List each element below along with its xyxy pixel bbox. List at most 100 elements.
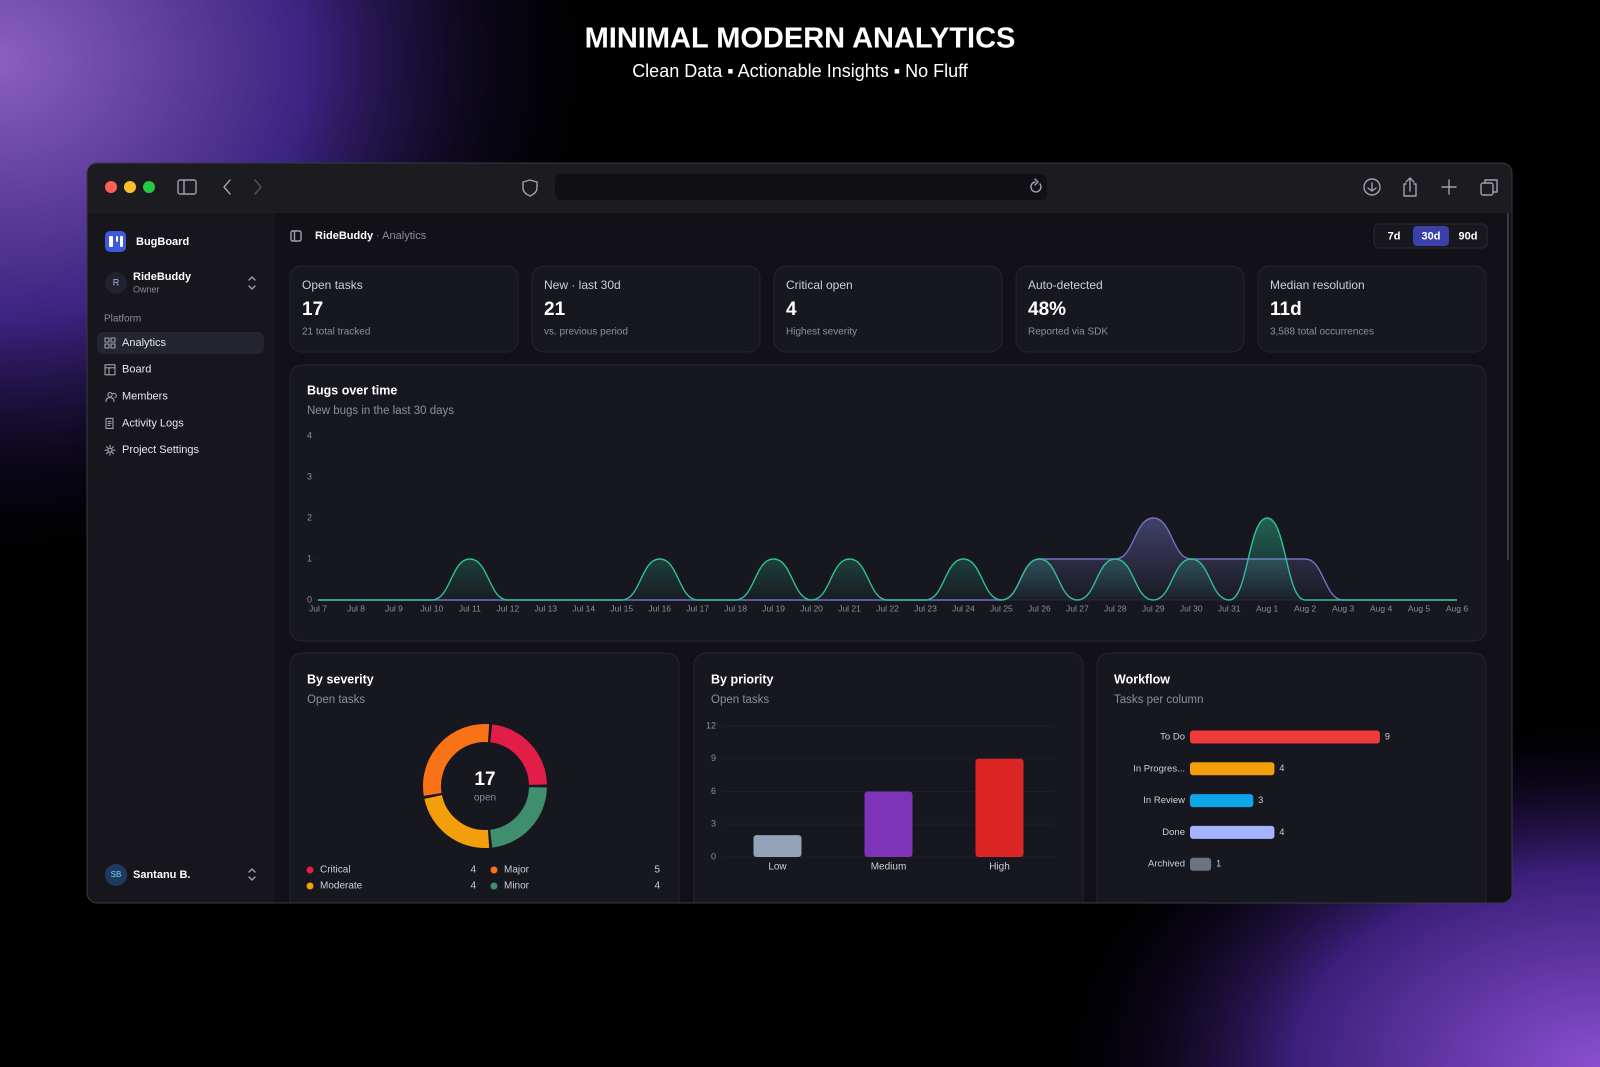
chart-title: Bugs over time	[307, 383, 397, 397]
kpi-card	[289, 265, 519, 353]
nav-item[interactable]: Members	[122, 391, 168, 403]
x-tick-label: Jul 27	[1066, 603, 1089, 613]
legend-swatch	[306, 866, 314, 874]
project-initial: R	[113, 277, 120, 287]
logo-mark	[109, 236, 113, 247]
tabs-button[interactable]	[1480, 179, 1498, 196]
bar	[1190, 825, 1275, 839]
address-bar[interactable]	[555, 174, 1047, 200]
x-tick-label: Jul 8	[347, 603, 365, 613]
nav-item[interactable]: Analytics	[122, 337, 167, 349]
chart-subtitle: Open tasks	[307, 694, 365, 706]
donut-segment	[423, 724, 490, 796]
project-avatar[interactable]	[105, 272, 127, 294]
legend-label: Major	[504, 865, 530, 876]
minimize-button[interactable]	[124, 181, 136, 193]
legend-value: 5	[654, 865, 660, 876]
range-button[interactable]: 30d	[1422, 230, 1441, 242]
x-tick-label: Aug 1	[1256, 603, 1278, 613]
bar	[1190, 762, 1275, 776]
kpi-label: Open tasks	[302, 278, 363, 292]
content: Analytics Board Members Activity Logs Projec…	[97, 226, 1487, 903]
nav-item[interactable]: Board	[122, 364, 151, 376]
y-tick-label: 0	[307, 594, 312, 604]
kpi-note: 3,588 total occurrences	[1270, 327, 1374, 338]
legend-label: Moderate	[320, 881, 363, 892]
sidebar-toggle[interactable]	[177, 179, 197, 195]
kpi-label: Auto-detected	[1028, 278, 1103, 292]
y-tick-label: 3	[307, 471, 312, 481]
chart-subtitle: New bugs in the last 30 days	[307, 405, 454, 417]
y-tick-label: 12	[706, 720, 716, 730]
range-button[interactable]: 7d	[1388, 230, 1401, 242]
range-button[interactable]: 90d	[1459, 230, 1478, 242]
zoom-button[interactable]	[143, 181, 155, 193]
kpi-note: Highest severity	[786, 327, 857, 338]
chart-subtitle: Open tasks	[711, 694, 769, 706]
kpi-value: 48%	[1028, 299, 1066, 320]
kpi-card	[1257, 265, 1487, 353]
kpi-note: 21 total tracked	[302, 327, 370, 338]
nav-item[interactable]: Project Settings	[122, 444, 200, 456]
download-button[interactable]	[1363, 178, 1381, 196]
x-tick-label: Jul 10	[421, 603, 444, 613]
kpi-card	[1015, 265, 1245, 353]
user-menu[interactable]	[248, 868, 256, 881]
kpi-value: 21	[544, 299, 566, 320]
chart-title: Workflow	[1114, 672, 1170, 686]
category-label: Done	[1162, 827, 1185, 838]
forward-button[interactable]	[254, 179, 262, 195]
category-label: To Do	[1160, 732, 1185, 743]
kpi-note: Reported via SDK	[1028, 327, 1108, 338]
x-tick-label: Medium	[871, 862, 907, 873]
x-tick-label: Jul 26	[1028, 603, 1051, 613]
x-tick-label: Aug 6	[1446, 603, 1468, 613]
user-avatar[interactable]	[105, 864, 127, 886]
back-button[interactable]	[223, 179, 231, 195]
value-label: 4	[1279, 827, 1284, 837]
breadcrumb-project[interactable]: RideBuddy	[315, 230, 374, 242]
x-tick-label: Jul 16	[648, 603, 671, 613]
bar	[1190, 857, 1212, 871]
legend-swatch	[306, 882, 314, 890]
app-name: BugBoard	[136, 236, 189, 248]
reload-button[interactable]	[1030, 178, 1042, 193]
bar	[1190, 730, 1380, 744]
bar	[864, 791, 913, 857]
area-line	[317, 517, 1457, 601]
close-button[interactable]	[105, 181, 117, 193]
user-name[interactable]: Santanu B.	[133, 869, 190, 881]
x-tick-label: Aug 5	[1408, 603, 1430, 613]
x-tick-label: Jul 15	[610, 603, 633, 613]
donut-segment	[424, 794, 490, 848]
range-active-bg	[1413, 226, 1449, 246]
project-name[interactable]: RideBuddy	[133, 271, 192, 283]
x-tick-label: Jul 20	[800, 603, 823, 613]
nav-section: Platform	[104, 314, 141, 325]
breadcrumb-page: · Analytics	[376, 230, 427, 242]
x-tick-label: Jul 30	[1180, 603, 1203, 613]
project-role: Owner	[133, 284, 160, 294]
new-tab-button[interactable]	[1441, 179, 1457, 195]
value-label: 3	[1258, 795, 1263, 805]
nav-icon	[104, 337, 116, 349]
y-tick-label: 1	[307, 553, 312, 563]
share-button[interactable]	[1403, 177, 1417, 197]
legend-label: Critical	[320, 865, 351, 876]
nav-item[interactable]: Activity Logs	[122, 417, 184, 429]
legend-value: 4	[470, 865, 476, 876]
bar	[753, 835, 802, 857]
chart-subtitle: Tasks per column	[1114, 694, 1203, 706]
kpi-card	[773, 265, 1003, 353]
x-tick-label: Jul 18	[724, 603, 747, 613]
category-label: In Review	[1143, 795, 1185, 806]
category-label: Archived	[1148, 859, 1185, 870]
x-tick-label: Jul 19	[762, 603, 785, 613]
bar	[975, 758, 1024, 857]
x-tick-label: Jul 31	[1218, 603, 1241, 613]
value-label: 9	[1385, 731, 1390, 741]
shield-icon[interactable]	[522, 179, 538, 197]
breadcrumb-icon[interactable]	[290, 230, 302, 242]
project-switcher[interactable]	[248, 276, 256, 290]
